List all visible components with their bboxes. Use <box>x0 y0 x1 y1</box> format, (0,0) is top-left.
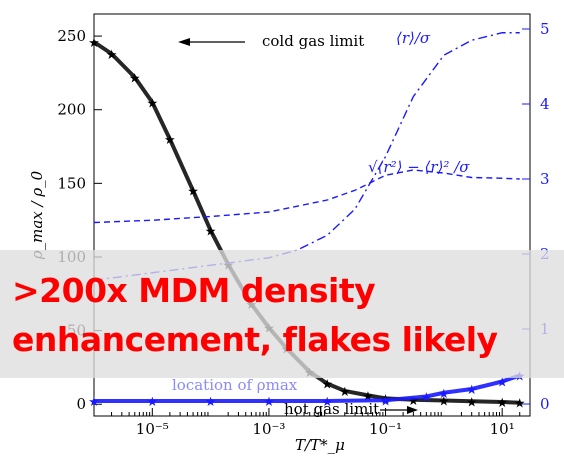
series-layer: ★★★★★★★★★★★★★★★★★★★★★★★★★★★★★★★★ <box>88 32 526 412</box>
series-point--max-0: ★ <box>362 389 374 404</box>
series-point--max-0: ★ <box>164 133 176 148</box>
series-point--max-0: ★ <box>187 185 199 200</box>
mean-r-label: ⟨r⟩/σ <box>396 29 431 47</box>
plot-frame <box>93 13 531 417</box>
x-tick-label: 10⁻⁵ <box>136 420 169 438</box>
series-point--max-0: ★ <box>205 224 217 239</box>
x-tick-label: 10⁻³ <box>252 420 285 438</box>
y-right-tick-label: 4 <box>540 95 550 113</box>
x-axis-label: T/T*_μ <box>295 436 345 454</box>
series-point-location-of-max: ★ <box>205 395 217 410</box>
y-right-tick-label: 5 <box>540 20 550 38</box>
y-left-tick-label: 150 <box>57 174 86 192</box>
x-tick-label: 10¹ <box>490 420 515 438</box>
location-rho-max-label: location of ρmax <box>172 376 298 394</box>
series-point--max-0: ★ <box>514 397 526 412</box>
banner-line-1: >200x MDM density <box>12 271 376 310</box>
banner-line-2: enhancement, flakes likely <box>12 320 498 359</box>
series-point-location-of-max: ★ <box>496 376 508 391</box>
series-point--max-0: ★ <box>339 385 351 400</box>
series-point--max-0: ★ <box>408 394 420 409</box>
series-point-location-of-max: ★ <box>466 383 478 398</box>
series-point-location-of-max: ★ <box>146 395 158 410</box>
series-point-location-of-max: ★ <box>438 387 450 402</box>
y-right-tick-label: 3 <box>540 170 550 188</box>
series-point--max-0: ★ <box>466 395 478 410</box>
cold-gas-limit-label: cold gas limit <box>262 32 364 50</box>
series-line--r-r- <box>93 169 520 224</box>
series-point--max-0: ★ <box>496 396 508 411</box>
y-left-tick-label: 250 <box>57 27 86 45</box>
overlay-banner: >200x MDM density enhancement, flakes li… <box>0 250 564 378</box>
hot-gas-arrow-head <box>407 406 418 414</box>
series-point--max-0: ★ <box>106 48 118 63</box>
y-left-tick-label: 200 <box>57 101 86 119</box>
series-point--max-0: ★ <box>438 395 450 410</box>
series-point--max-0: ★ <box>88 36 100 51</box>
y-left-tick-label: 0 <box>76 395 86 413</box>
series-point-location-of-max: ★ <box>420 391 432 406</box>
series-point--max-0: ★ <box>321 378 333 393</box>
std-r-label: √⟨r²⟩ − ⟨r⟩² /σ <box>368 158 470 176</box>
series-point--max-0: ★ <box>146 96 158 111</box>
hot-gas-limit-label: hot gas limit <box>284 400 379 418</box>
y-right-tick-label: 0 <box>540 395 550 413</box>
series-trace-location-of-max <box>94 373 521 403</box>
series-point-location-of-max: ★ <box>263 395 275 410</box>
series-point-location-of-max: ★ <box>380 394 392 409</box>
cold-gas-arrow-head <box>178 38 190 46</box>
y-axis-left-label: ρ_max / ρ_0 <box>28 170 46 260</box>
x-tick-label: 10⁻¹ <box>369 420 402 438</box>
series-point-location-of-max: ★ <box>88 395 100 410</box>
series-point-location-of-max: ★ <box>321 395 333 410</box>
series-point--max-0: ★ <box>129 71 141 86</box>
series-line--r- <box>93 32 520 281</box>
